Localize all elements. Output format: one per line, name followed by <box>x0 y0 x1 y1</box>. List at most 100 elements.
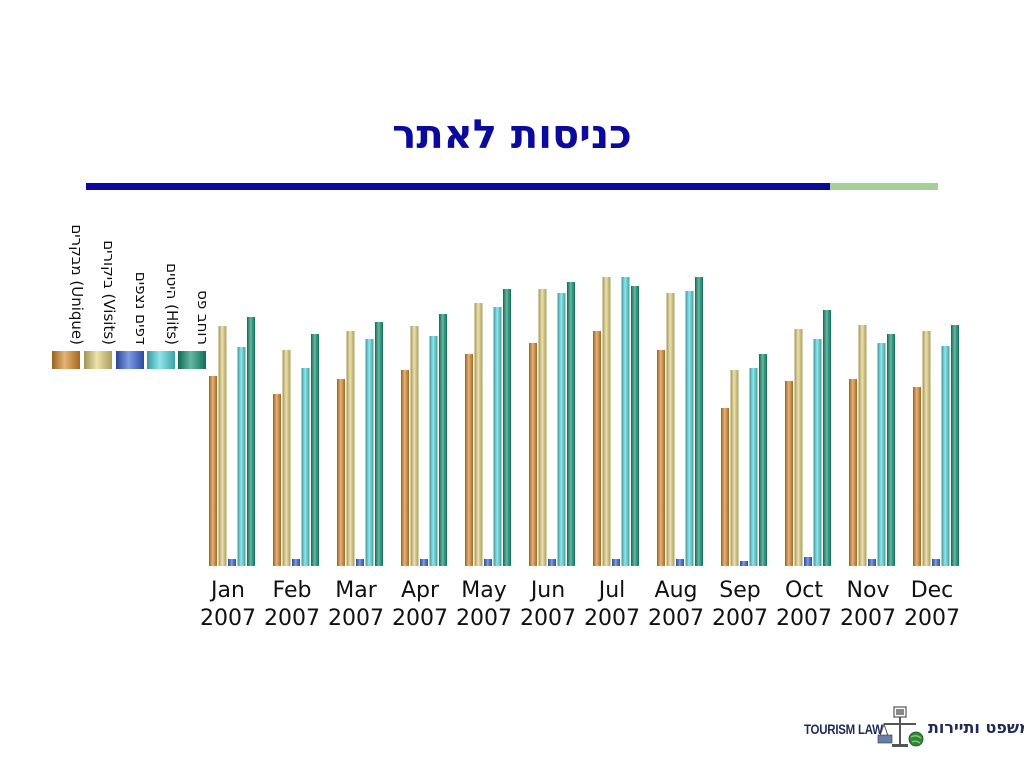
bar-mar-2007-series-1 <box>337 379 345 566</box>
legend-swatch-3 <box>116 351 144 369</box>
x-tick-label-month: Oct <box>785 578 823 603</box>
slide-title: כניסות לאתר <box>392 112 632 158</box>
bar-mar-2007-series-3 <box>356 559 364 566</box>
bar-jun-2007-series-1 <box>529 343 537 566</box>
legend-label-5: רוחב פס <box>194 290 212 345</box>
x-tick-label-year: 2007 <box>584 606 640 631</box>
bar-jan-2007-series-2 <box>218 326 227 566</box>
x-tick-label-month: Apr <box>401 578 440 603</box>
bar-oct-2007-series-4 <box>813 339 822 566</box>
x-tick-label-month: Sep <box>719 578 760 603</box>
bar-dec-2007-series-2 <box>922 331 931 566</box>
x-tick-label-year: 2007 <box>264 606 320 631</box>
bar-apr-2007-series-5 <box>439 314 447 566</box>
logo-text-hebrew: משפט ותיירות <box>928 718 1024 737</box>
bar-chart: מבקרים (Unique) ביקורים (Visits) דפים נצפי… <box>52 224 960 631</box>
bar-sep-2007-series-2 <box>730 370 739 566</box>
tourism-law-logo: TOURISM LAW משפט ותיירות <box>798 704 1024 752</box>
bar-nov-2007-series-5 <box>887 334 895 566</box>
legend-swatch-4 <box>147 351 175 369</box>
x-axis-labels: Jan 2007 Feb 2007 Mar 2007 Apr 2007 May 2007 Jun 20… <box>200 578 960 631</box>
bar-nov-2007-series-2 <box>858 325 867 566</box>
x-tick-label-year: 2007 <box>392 606 448 631</box>
bar-jan-2007-series-3 <box>228 559 236 566</box>
bar-dec-2007-series-5 <box>951 325 959 566</box>
legend-label-2: ביקורים (Visits) <box>100 240 118 345</box>
bar-sep-2007-series-1 <box>721 408 729 566</box>
bar-jul-2007-series-1 <box>593 331 601 566</box>
x-tick-label-month: Nov <box>847 578 890 603</box>
bar-jul-2007-series-4 <box>621 277 630 566</box>
bar-dec-2007-series-4 <box>941 346 950 566</box>
bar-nov-2007-series-4 <box>877 343 886 566</box>
bar-feb-2007-series-5 <box>311 334 319 566</box>
bar-aug-2007-series-5 <box>695 277 703 566</box>
bar-nov-2007-series-1 <box>849 379 857 566</box>
legend-label-4: היטים (Hits) <box>163 263 181 345</box>
x-tick-label-year: 2007 <box>648 606 704 631</box>
x-tick-label-year: 2007 <box>712 606 768 631</box>
bar-nov-2007-series-3 <box>868 559 876 566</box>
bar-may-2007-series-4 <box>493 307 502 566</box>
bar-jan-2007-series-1 <box>209 376 217 566</box>
bar-jul-2007-series-2 <box>602 277 611 566</box>
x-tick-label-month: May <box>461 578 506 603</box>
x-tick-label-month: Jan <box>209 578 245 603</box>
bar-apr-2007-series-1 <box>401 370 409 566</box>
bar-aug-2007-series-3 <box>676 559 684 566</box>
legend-swatch-5 <box>178 351 206 369</box>
bar-sep-2007-series-5 <box>759 354 767 566</box>
x-tick-label-year: 2007 <box>456 606 512 631</box>
bar-feb-2007-series-2 <box>282 350 291 566</box>
bar-feb-2007-series-3 <box>292 559 300 566</box>
title-underline-main <box>86 183 830 190</box>
x-tick-label-month: Dec <box>911 578 954 603</box>
bar-may-2007-series-5 <box>503 289 511 566</box>
bar-jul-2007-series-3 <box>612 559 620 566</box>
bar-mar-2007-series-4 <box>365 339 374 566</box>
x-tick-label-month: Feb <box>273 578 312 603</box>
bar-feb-2007-series-4 <box>301 368 310 566</box>
bar-sep-2007-series-3 <box>740 561 748 566</box>
x-tick-label-month: Mar <box>335 578 377 603</box>
bar-may-2007-series-2 <box>474 303 483 566</box>
bar-jan-2007-series-4 <box>237 347 246 566</box>
chart-legend: מבקרים (Unique) ביקורים (Visits) דפים נצפי… <box>52 224 212 369</box>
x-tick-label-month: Jul <box>597 578 626 603</box>
bar-jun-2007-series-4 <box>557 293 566 566</box>
bar-jun-2007-series-3 <box>548 559 556 566</box>
bar-aug-2007-series-1 <box>657 350 665 566</box>
bar-apr-2007-series-3 <box>420 559 428 566</box>
bar-apr-2007-series-2 <box>410 326 419 566</box>
bar-aug-2007-series-4 <box>685 291 694 566</box>
x-tick-label-month: Aug <box>655 578 698 603</box>
bar-may-2007-series-3 <box>484 559 492 566</box>
bar-jul-2007-series-5 <box>631 286 639 566</box>
bar-mar-2007-series-5 <box>375 322 383 566</box>
logo-text-english: TOURISM LAW <box>804 721 883 737</box>
chart-bars <box>209 277 959 566</box>
bar-mar-2007-series-2 <box>346 331 355 566</box>
bar-may-2007-series-1 <box>465 354 473 566</box>
bar-oct-2007-series-2 <box>794 329 803 566</box>
legend-swatch-2 <box>84 351 112 369</box>
x-tick-label-year: 2007 <box>776 606 832 631</box>
x-tick-label-year: 2007 <box>328 606 384 631</box>
bar-oct-2007-series-5 <box>823 310 831 566</box>
x-tick-label-year: 2007 <box>840 606 896 631</box>
legend-swatch-1 <box>52 351 80 369</box>
bar-oct-2007-series-1 <box>785 381 793 566</box>
x-tick-label-year: 2007 <box>200 606 256 631</box>
x-tick-label-month: Jun <box>529 578 565 603</box>
legend-label-1: מבקרים (Unique) <box>68 224 86 345</box>
bar-dec-2007-series-3 <box>932 559 940 566</box>
bar-aug-2007-series-2 <box>666 293 675 566</box>
x-tick-label-year: 2007 <box>904 606 960 631</box>
bar-jun-2007-series-5 <box>567 282 575 566</box>
bar-apr-2007-series-4 <box>429 336 438 566</box>
bar-dec-2007-series-1 <box>913 387 921 566</box>
bar-jan-2007-series-5 <box>247 317 255 566</box>
scales-globe-icon <box>877 706 924 747</box>
bar-oct-2007-series-3 <box>804 557 812 566</box>
bar-jun-2007-series-2 <box>538 289 547 566</box>
